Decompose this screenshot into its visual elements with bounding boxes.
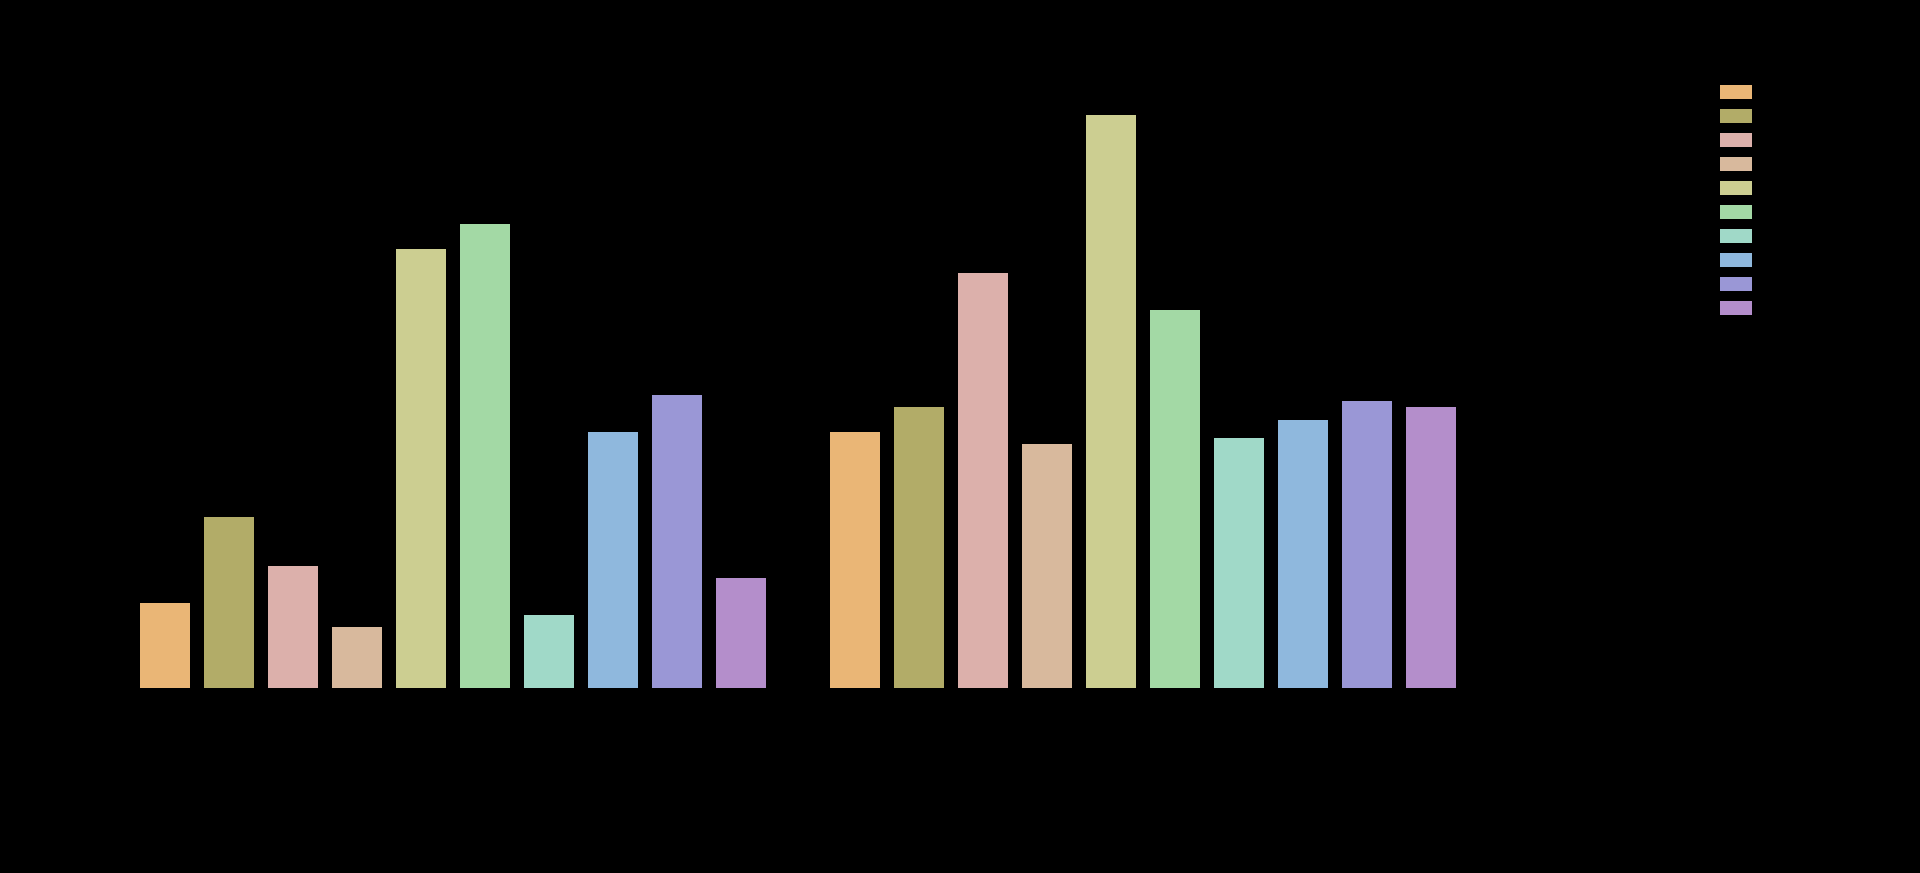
- legend-swatch-series-3: [1720, 133, 1752, 147]
- bar-group-2-series-9: [1342, 401, 1392, 688]
- legend-item-series-1: [1720, 80, 1752, 104]
- bar-chart: [0, 0, 1920, 873]
- bar-group-2-series-5: [1086, 115, 1136, 688]
- bar-group-1-series-2: [204, 517, 254, 688]
- legend-swatch-series-4: [1720, 157, 1752, 171]
- bar-group-2-series-2: [894, 407, 944, 688]
- bar-group-2-series-10: [1406, 407, 1456, 688]
- legend-item-series-7: [1720, 224, 1752, 248]
- bar-group-2-series-3: [958, 273, 1008, 688]
- bar-group-1-series-3: [268, 566, 318, 688]
- bar-group-2-series-8: [1278, 420, 1328, 688]
- legend-item-series-5: [1720, 176, 1752, 200]
- bar-group-1-series-6: [460, 224, 510, 688]
- legend-swatch-series-10: [1720, 301, 1752, 315]
- legend-swatch-series-6: [1720, 205, 1752, 219]
- legend-item-series-10: [1720, 296, 1752, 320]
- legend-swatch-series-9: [1720, 277, 1752, 291]
- bar-group-1-series-10: [716, 578, 766, 688]
- legend-swatch-series-8: [1720, 253, 1752, 267]
- legend-item-series-9: [1720, 272, 1752, 296]
- bar-group-1-series-4: [332, 627, 382, 688]
- legend-item-series-6: [1720, 200, 1752, 224]
- legend-swatch-series-1: [1720, 85, 1752, 99]
- legend-item-series-4: [1720, 152, 1752, 176]
- bar-group-1-series-7: [524, 615, 574, 688]
- bar-group-1-series-1: [140, 603, 190, 688]
- legend-swatch-series-5: [1720, 181, 1752, 195]
- legend-swatch-series-2: [1720, 109, 1752, 123]
- legend-item-series-8: [1720, 248, 1752, 272]
- bar-group-1-series-8: [588, 432, 638, 688]
- bar-group-2-series-4: [1022, 444, 1072, 688]
- legend-item-series-2: [1720, 104, 1752, 128]
- legend-item-series-3: [1720, 128, 1752, 152]
- bar-group-1-series-5: [396, 249, 446, 688]
- bar-group-2-series-6: [1150, 310, 1200, 688]
- legend-swatch-series-7: [1720, 229, 1752, 243]
- legend: [1720, 80, 1752, 320]
- bar-group-2-series-7: [1214, 438, 1264, 688]
- bar-group-1-series-9: [652, 395, 702, 688]
- bar-group-2-series-1: [830, 432, 880, 688]
